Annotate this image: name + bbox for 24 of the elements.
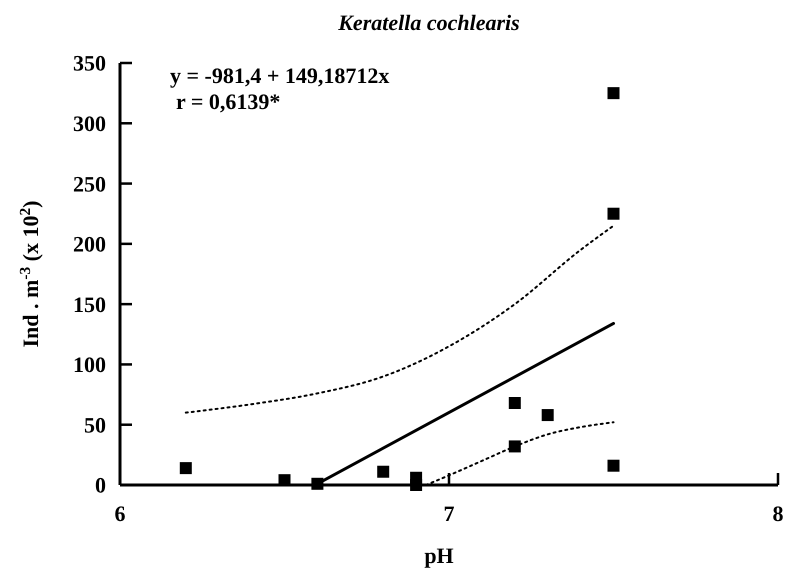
y-tick-label: 350: [73, 50, 106, 76]
x-tick-label: 7: [444, 501, 454, 526]
y-tick-label: 200: [73, 232, 106, 257]
point: [508, 397, 521, 410]
y-tick-label: 50: [84, 412, 106, 438]
y-tick-label: 100: [73, 352, 106, 378]
annotation: r = 0,6139*: [176, 89, 280, 114]
point: [542, 409, 554, 422]
x-tick-label: 6: [114, 501, 126, 526]
point: [180, 462, 192, 474]
y-tick-label: 300: [73, 110, 106, 136]
y-tick-label: 150: [73, 292, 106, 317]
x-axis-title: pH: [424, 543, 454, 568]
y-tick-label: 0: [95, 472, 106, 498]
point: [608, 87, 620, 100]
x-tick-label: 8: [772, 501, 784, 526]
point: [377, 466, 390, 478]
point: [410, 479, 422, 491]
point: [608, 460, 620, 472]
y-tick-label: 250: [73, 171, 106, 196]
annotation: y = -981,4 + 149,18712x: [170, 63, 390, 88]
point: [608, 208, 620, 220]
line-series: [184, 224, 614, 414]
chart-title: Keratella cochlearis: [337, 10, 520, 35]
